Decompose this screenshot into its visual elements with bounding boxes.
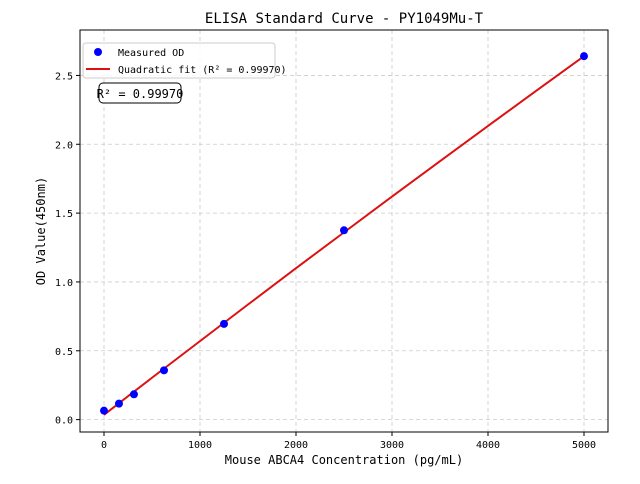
y-tick-label: 1.0 [55, 278, 73, 289]
data-point [129, 390, 138, 399]
y-tick-label: 2.5 [55, 71, 73, 82]
annotation-text: R² = 0.99970 [97, 87, 184, 101]
legend-box [82, 42, 276, 79]
x-axis-label: Mouse ABCA4 Concentration (pg/mL) [225, 453, 463, 467]
x-tick-label: 1000 [188, 440, 212, 451]
x-tick-label: 4000 [476, 440, 500, 451]
chart-title: ELISA Standard Curve - PY1049Mu-T [205, 11, 484, 27]
x-ticks: 0 1000 2000 3000 4000 5000 [101, 432, 596, 451]
legend-label-measured: Measured OD [118, 48, 184, 59]
plot-frame [79, 29, 609, 433]
data-point [580, 52, 588, 61]
y-tick-label: 0.5 [55, 347, 73, 358]
legend-marker-measured [94, 48, 102, 56]
points-group [100, 52, 588, 415]
x-tick-label: 5000 [572, 440, 596, 451]
x-tick-label: 2000 [284, 440, 308, 451]
r-squared-annotation: R² = 0.99970 [97, 82, 184, 104]
data-point [220, 319, 228, 328]
y-tick-label: 2.0 [55, 140, 73, 151]
y-ticks: 0.0 0.5 1.0 1.5 2.0 2.5 [55, 71, 80, 427]
data-point [114, 399, 123, 408]
fit-line-group [103, 55, 585, 416]
y-tick-label: 0.0 [55, 416, 73, 427]
x-tick-label: 3000 [380, 440, 404, 451]
annotation-box [98, 82, 182, 104]
data-point [340, 226, 348, 235]
y-axis-label: OD Value(450nm) [34, 177, 48, 285]
data-point [100, 406, 108, 415]
x-tick-label: 0 [101, 440, 107, 451]
fit-line [103, 55, 585, 416]
data-point [160, 366, 168, 375]
y-tick-label: 1.5 [55, 209, 73, 220]
legend: Measured OD Quadratic fit (R² = 0.99970) [82, 42, 287, 79]
legend-label-fit: Quadratic fit (R² = 0.99970) [118, 65, 287, 76]
